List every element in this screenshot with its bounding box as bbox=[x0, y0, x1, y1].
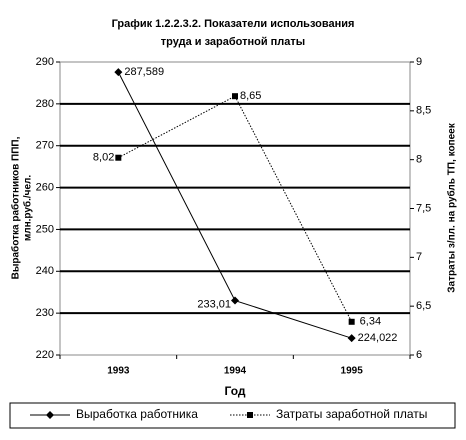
marker bbox=[114, 68, 123, 77]
series-line bbox=[118, 95, 353, 323]
y-tick-label: 280 bbox=[36, 98, 54, 110]
marker bbox=[46, 411, 54, 419]
chart-title: График 1.2.2.3.2. Показатели использован… bbox=[112, 18, 355, 30]
x-tick-label: 1993 bbox=[107, 366, 130, 377]
y2-tick-label: 6,5 bbox=[416, 300, 431, 312]
data-label: 287,589 bbox=[124, 66, 164, 78]
y-axis-label: Выработка работников ППП, bbox=[10, 136, 22, 279]
y2-tick-label: 9 bbox=[416, 56, 422, 68]
y2-tick-label: 7 bbox=[416, 251, 422, 263]
data-label: 233,01 bbox=[197, 298, 231, 310]
y2-tick-label: 8,5 bbox=[416, 105, 431, 117]
y-tick-label: 240 bbox=[36, 265, 54, 277]
y2-axis-label: Затраты з/пл. на рубль ТП, копеек bbox=[446, 122, 458, 292]
data-label: 6,34 bbox=[360, 316, 381, 328]
plot-area bbox=[59, 61, 411, 356]
y2-tick-label: 8 bbox=[416, 154, 422, 166]
data-label: 224,022 bbox=[358, 332, 398, 344]
x-axis-label: Год bbox=[225, 384, 246, 398]
legend-box bbox=[9, 402, 456, 429]
y-tick-label: 250 bbox=[36, 223, 54, 235]
y-tick-label: 270 bbox=[36, 140, 54, 152]
data-label: 8,02 bbox=[93, 152, 114, 164]
data-label: 8,65 bbox=[240, 90, 261, 102]
marker bbox=[231, 296, 239, 305]
y-tick-label: 220 bbox=[36, 349, 54, 361]
marker bbox=[232, 93, 238, 100]
y2-tick-label: 7,5 bbox=[416, 202, 431, 214]
y-tick-label: 290 bbox=[36, 56, 54, 68]
marker bbox=[347, 334, 356, 343]
legend-label: Затраты заработной платы bbox=[276, 407, 427, 421]
legend-label: Выработка работника bbox=[76, 407, 198, 421]
x-tick-label: 1995 bbox=[341, 366, 364, 377]
marker bbox=[115, 154, 122, 161]
x-tick-label: 1994 bbox=[224, 366, 247, 377]
marker bbox=[247, 412, 253, 418]
marker bbox=[348, 318, 355, 325]
y-tick-label: 230 bbox=[36, 307, 54, 319]
chart-title: труда и заработной платы bbox=[161, 36, 305, 48]
y-tick-label: 260 bbox=[36, 181, 54, 193]
y2-tick-label: 6 bbox=[416, 349, 422, 361]
y-axis-label: млн.руб./чел. bbox=[22, 175, 34, 242]
